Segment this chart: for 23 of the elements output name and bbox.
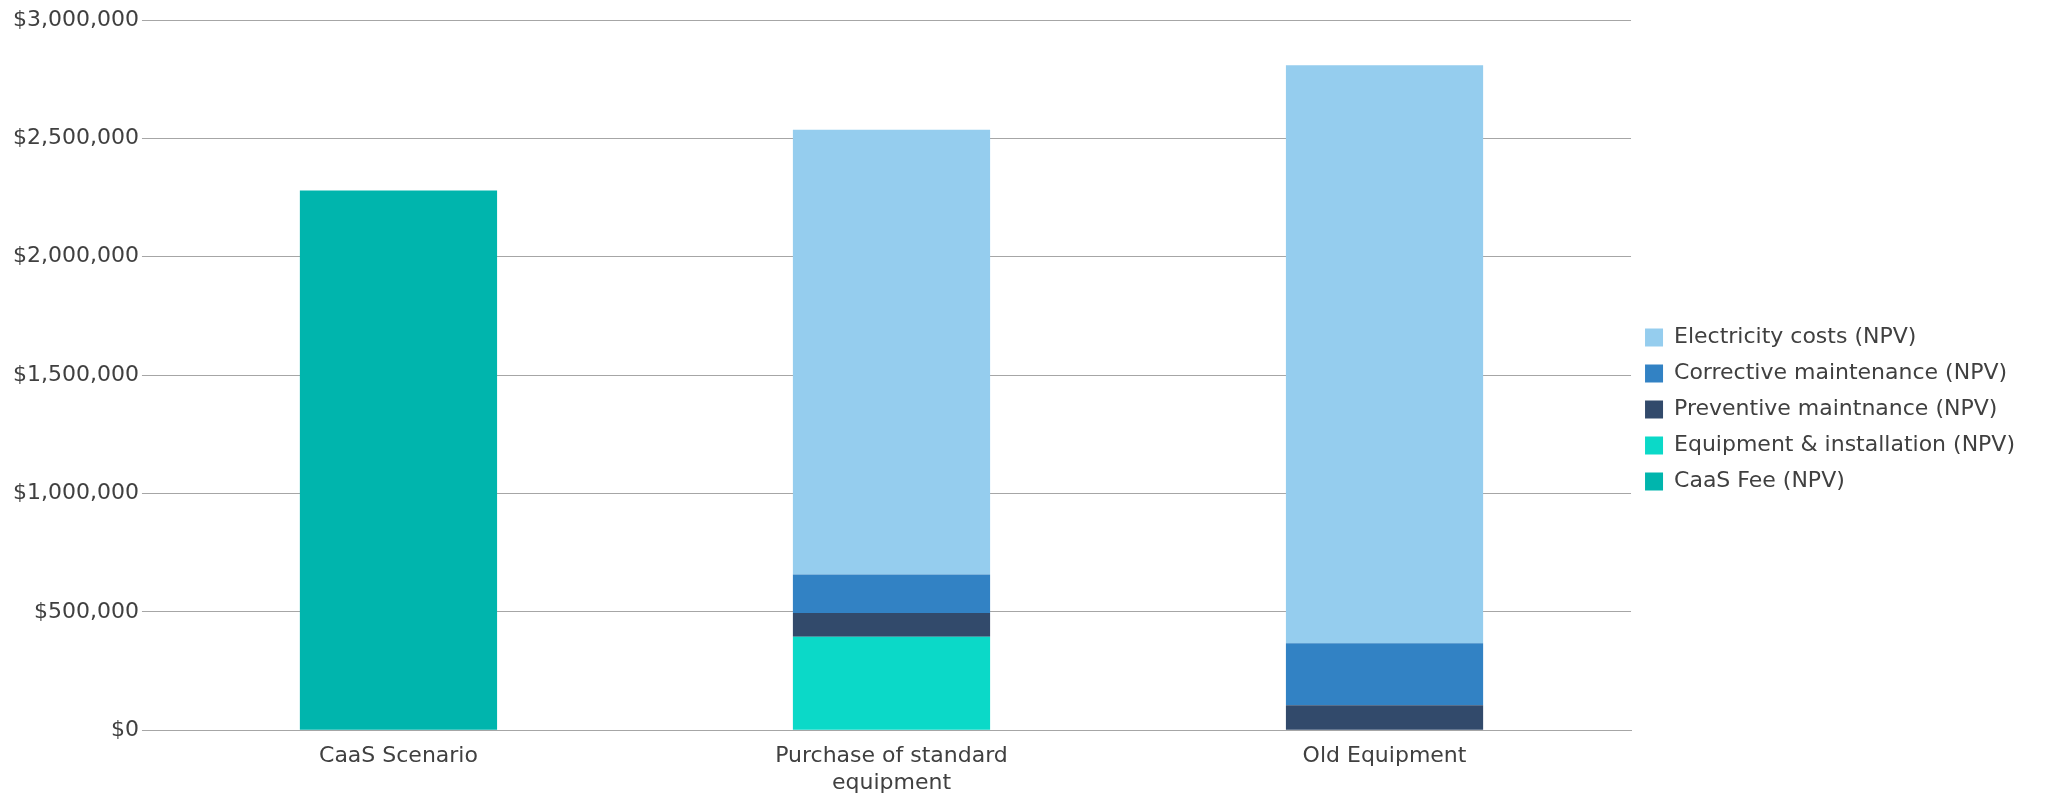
y-tick-label: $0	[110, 715, 139, 741]
legend-label: Preventive maintnance (NPV)	[1674, 395, 1998, 421]
y-tick-label: $2,500,000	[12, 124, 139, 150]
legend-label: Corrective maintenance (NPV)	[1674, 359, 2008, 385]
bar	[792, 574, 991, 614]
bar	[792, 613, 991, 637]
bar	[1285, 643, 1484, 706]
legend-label: CaaS Fee (NPV)	[1674, 467, 1845, 493]
bar	[792, 636, 991, 730]
legend-label: Electricity costs (NPV)	[1674, 323, 1917, 349]
bar	[1285, 705, 1484, 730]
bar	[299, 190, 498, 730]
y-tick-label: $1,500,000	[12, 360, 139, 386]
y-tick-label: $2,000,000	[12, 242, 139, 268]
x-tick-label: Purchase of standard equipment	[775, 742, 1008, 794]
bar	[792, 129, 991, 575]
y-tick-label: $3,000,000	[12, 5, 139, 31]
y-tick-label: $500,000	[33, 597, 139, 623]
y-tick-label: $1,000,000	[12, 479, 139, 505]
x-tick-label: Old Equipment	[1302, 742, 1467, 768]
bar	[1285, 65, 1484, 644]
x-tick-label: CaaS Scenario	[319, 742, 478, 768]
legend-label: Equipment & installation (NPV)	[1674, 431, 2015, 457]
